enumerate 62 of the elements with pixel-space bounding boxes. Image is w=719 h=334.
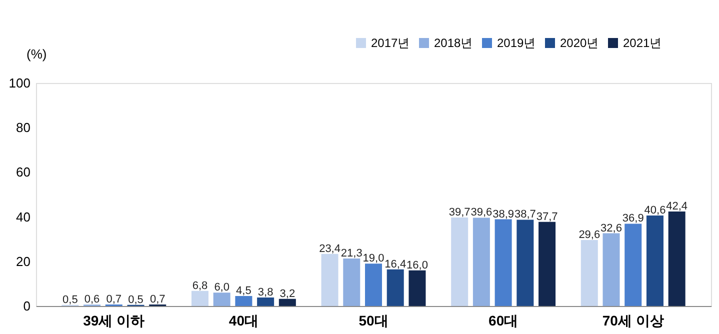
data-label: 38,7 [514,208,536,221]
data-label: 42,4 [666,200,688,212]
bar [602,233,620,306]
data-label: 29,6 [578,228,600,241]
x-tick-label: 40대 [228,312,258,328]
data-label: 40,6 [644,204,666,216]
data-label: 23,4 [319,242,340,255]
y-tick-label: 40 [16,209,30,224]
bar [321,254,338,306]
data-label: 0,5 [128,294,144,306]
bar [494,219,512,306]
x-tick-label: 39세 이하 [83,312,145,328]
bar [191,290,208,306]
data-label: 19,0 [362,252,384,265]
bar [516,220,534,306]
bar [365,264,382,306]
data-label: 0,5 [62,294,78,306]
x-tick-label: 50대 [358,312,388,328]
y-tick-label: 60 [16,164,30,180]
data-label: 32,6 [600,222,622,234]
x-tick-label: 70세 이상 [602,312,664,328]
y-tick-label: 100 [8,76,30,90]
bar [472,218,490,306]
y-tick-label: 80 [16,120,30,136]
bar [624,224,642,306]
data-label: 4,5 [236,284,252,297]
data-label: 36,9 [622,212,644,225]
data-label: 16,4 [384,258,406,270]
bar [386,269,404,306]
data-label: 0,7 [150,293,166,306]
y-tick-label: 20 [16,254,30,269]
data-label: 6,0 [214,282,230,294]
legend-label: 2017년 [371,36,410,50]
y-axis-title: (%) [26,46,47,62]
legend-label: 2020년 [560,36,599,50]
bar [451,217,468,306]
bar [278,298,296,306]
bar [408,270,426,306]
bar [580,240,598,306]
data-label: 39,7 [448,206,470,218]
legend-label: 2021년 [623,36,662,50]
bar [538,222,556,306]
legend-label: 2018년 [434,36,473,50]
data-label: 37,7 [536,210,558,223]
data-label: 3,2 [280,288,296,300]
legend-label: 2019년 [497,36,536,50]
bar [257,298,274,306]
bar [343,258,360,306]
bar [668,211,686,306]
data-label: 6,8 [192,280,208,292]
data-label: 0,7 [106,293,122,306]
x-tick-label: 60대 [488,312,518,328]
data-label: 39,6 [470,206,492,219]
bar [213,292,230,306]
data-label: 38,9 [492,208,514,220]
y-tick-label: 0 [23,298,30,314]
data-label: 21,3 [340,248,362,260]
data-label: 3,8 [258,286,274,299]
data-label: 0,6 [84,294,100,306]
data-label: 16,0 [406,259,428,272]
bar [235,296,252,306]
bar [646,215,664,306]
